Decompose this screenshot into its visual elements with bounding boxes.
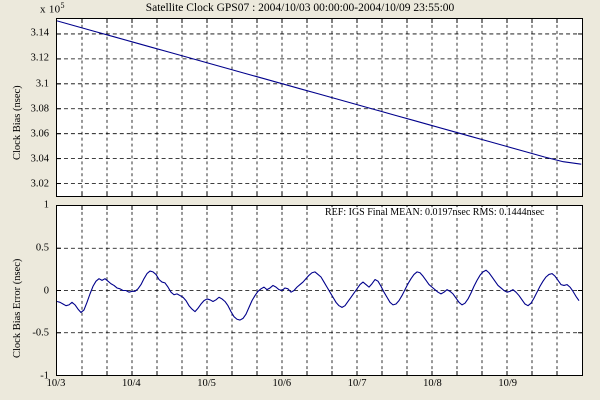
x-tick-label: 10/4	[121, 378, 141, 389]
clock-bias-y-tick-labels: 3.14 3.12 3.1 3.08 3.06 3.04 3.02	[2, 18, 52, 197]
x-tick-label: 10/6	[272, 378, 292, 389]
clock-bias-error-y-axis-title: Clock Bias Error (nsec)	[12, 258, 23, 358]
x-tick-label: 10/9	[498, 378, 518, 389]
y-tick-label: 0.5	[35, 242, 49, 254]
clock-bias-error-plot	[56, 205, 583, 376]
x-tick-label: 10/5	[197, 378, 216, 389]
x-tick-label: 10/7	[347, 378, 367, 389]
statistics-annotation: REF: IGS Final MEAN: 0.0197nsec RMS: 0.1…	[324, 207, 546, 218]
x-tick-label: 10/3	[46, 378, 66, 389]
y-tick-label: 3.08	[30, 103, 49, 115]
y-tick-label: -1	[40, 370, 49, 382]
clock-bias-svg	[57, 19, 582, 196]
y-tick-label: -0.5	[32, 327, 49, 339]
clock-bias-error-y-tick-labels: 1 0.5 0 -0.5 -1	[2, 200, 52, 382]
clock-bias-plot	[56, 18, 583, 197]
data-series-line	[57, 20, 582, 165]
y-tick-label: 3.12	[30, 52, 49, 64]
y-tick-label: 3.1	[35, 78, 49, 90]
y-axis-exponent-prefix: x 10	[40, 3, 61, 16]
y-axis-exponent-label: x 105	[40, 1, 65, 16]
y-tick-label: 3.02	[30, 178, 49, 190]
y-tick-label: 3.06	[30, 128, 49, 140]
clock-bias-y-axis-title: Clock Bias (nsec)	[12, 85, 23, 160]
y-tick-label: 3.14	[30, 27, 49, 39]
figure-title: Satellite Clock GPS07 : 2004/10/03 00:00…	[145, 2, 455, 14]
y-axis-exponent-power: 5	[60, 1, 65, 10]
y-tick-label: 0	[43, 285, 49, 296]
x-tick-label: 10/8	[423, 378, 442, 389]
y-tick-label: 1	[43, 199, 49, 211]
clock-bias-error-svg	[57, 206, 582, 375]
data-series-line	[57, 269, 580, 321]
x-axis-tick-labels: 10/3 10/4 10/5 10/6 10/7 10/8 10/9	[47, 378, 583, 394]
y-tick-label: 3.04	[30, 153, 49, 165]
